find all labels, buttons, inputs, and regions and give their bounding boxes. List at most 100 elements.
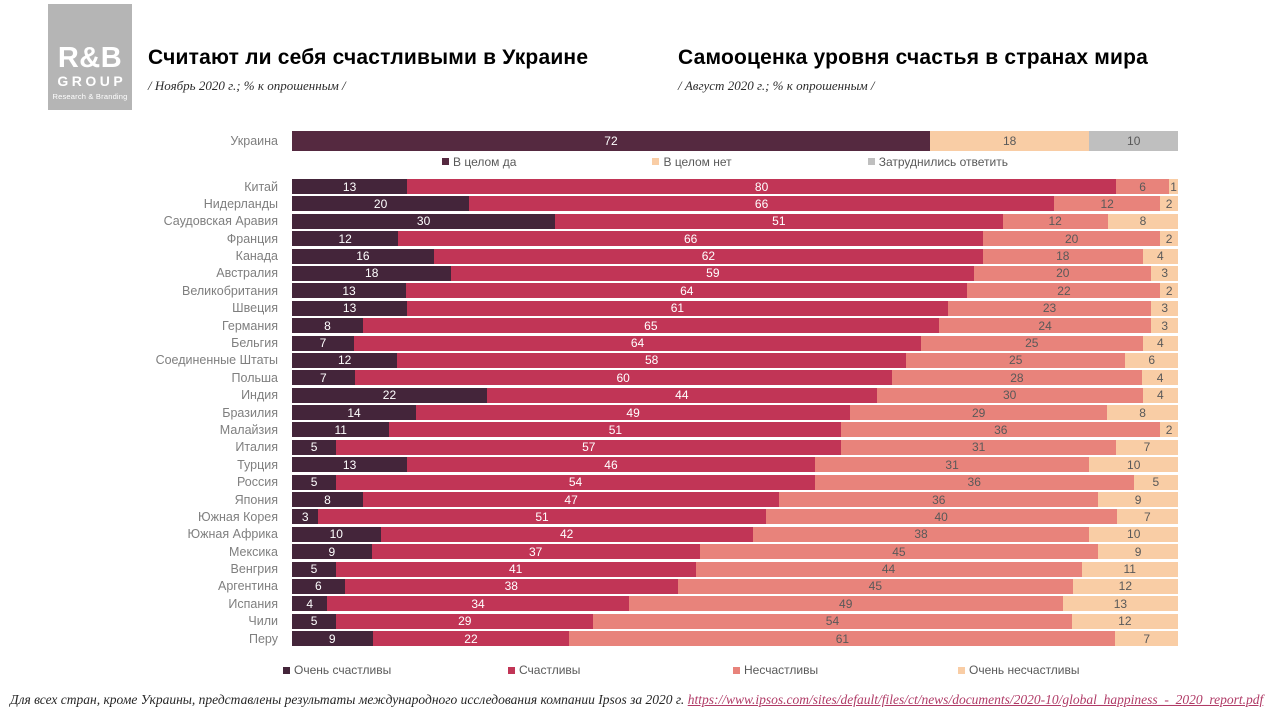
- country-label: Южная Корея: [198, 509, 278, 524]
- segment-value: 7: [1143, 440, 1151, 455]
- country-row: Индия 22 44 30 4: [0, 387, 1280, 403]
- bar-segment-Очень несчастливы: 2: [1160, 283, 1178, 299]
- country-label: Малайзия: [219, 422, 278, 437]
- bar-segment-Несчастливы: 30: [876, 387, 1143, 403]
- segment-value: 10: [1127, 527, 1141, 542]
- country-label: Индия: [241, 388, 278, 403]
- bar-segment-Несчастливы: 49: [628, 596, 1063, 612]
- country-row: Испания 4 34 49 13: [0, 596, 1280, 612]
- legend-label: Несчастливы: [744, 663, 819, 677]
- bar-segment-Несчастливы: 20: [974, 265, 1152, 281]
- segment-value: 4: [1156, 370, 1164, 385]
- segment-value: 45: [892, 544, 906, 559]
- bar-segment-Очень несчастливы: 11: [1081, 561, 1178, 577]
- bar-segment-Очень счастливы: 10: [292, 526, 381, 542]
- bar-segment-Очень несчастливы: 9: [1098, 544, 1178, 560]
- country-row: Великобритания 13 64 22 2: [0, 283, 1280, 299]
- ipsos-report-link[interactable]: https://www.ipsos.com/sites/default/file…: [687, 692, 1264, 707]
- logo-text-research-branding: Research & Branding: [52, 92, 128, 101]
- bar-segment-Счастливы: 51: [389, 422, 842, 438]
- country-label: Венгрия: [230, 562, 278, 577]
- bar-segment-Очень несчастливы: 3: [1151, 265, 1178, 281]
- country-row: Малайзия 11 51 36 2: [0, 422, 1280, 438]
- bar-segment-Счастливы: 22: [372, 631, 570, 647]
- country-label: Польша: [231, 370, 278, 385]
- bar-segment-Очень счастливы: 6: [292, 578, 345, 594]
- bar-segment-Несчастливы: 28: [891, 370, 1143, 386]
- segment-value: 36: [994, 422, 1008, 437]
- country-label: Испания: [228, 596, 278, 611]
- bar-segment-Счастливы: 46: [407, 457, 815, 473]
- country-row: Венгрия 5 41 44 11: [0, 561, 1280, 577]
- legend-item: В целом нет: [652, 155, 732, 169]
- segment-value: 12: [337, 353, 352, 368]
- bar-segment-Очень несчастливы: 3: [1151, 318, 1178, 334]
- country-bar: 12 58 25 6: [292, 352, 1179, 368]
- ukraine-legend: В целом да В целом нет Затруднились ответи…: [292, 154, 1178, 169]
- bar-segment-Очень счастливы: 7: [292, 335, 355, 351]
- segment-value: 72: [604, 134, 618, 148]
- legend-marker-icon: [867, 158, 875, 165]
- segment-value: 10: [329, 527, 343, 542]
- bar-segment-Счастливы: 51: [318, 509, 766, 525]
- bar-segment-Счастливы: 44: [486, 387, 877, 403]
- bar-segment-Счастливы: 29: [336, 613, 594, 629]
- legend-item: Очень счастливы: [283, 663, 508, 677]
- segment-value: 10: [1127, 134, 1141, 148]
- segment-value: 13: [1113, 596, 1128, 611]
- legend-item: В целом да: [442, 155, 516, 169]
- segment-value: 2: [1165, 231, 1173, 246]
- ukraine-row: Украина 72 18 10: [0, 131, 1280, 151]
- country-bar: 13 61 23 3: [292, 300, 1178, 316]
- segment-value: 36: [967, 475, 981, 490]
- legend-label: В целом да: [453, 154, 517, 169]
- segment-value: 13: [342, 457, 357, 472]
- country-label: Япония: [234, 492, 278, 507]
- country-bar: 18 59 20 3: [292, 265, 1178, 281]
- country-bar: 16 62 18 4: [292, 248, 1178, 264]
- segment-value: 51: [535, 509, 549, 524]
- segment-value: 23: [1042, 301, 1057, 316]
- segment-value: 5: [310, 614, 318, 629]
- country-row: Аргентина 6 38 45 12: [0, 578, 1280, 594]
- bar-segment-Очень несчастливы: 2: [1160, 196, 1178, 212]
- segment-value: 12: [1118, 579, 1133, 594]
- segment-value: 38: [504, 579, 518, 594]
- segment-value: 16: [356, 249, 370, 264]
- bar-segment-Несчастливы: 22: [967, 283, 1161, 299]
- happiness-chart: Украина 72 18 10 В целом да В целом нет Затр…: [0, 131, 1280, 649]
- bar-segment-Очень счастливы: 16: [292, 248, 434, 264]
- segment-value: 3: [1161, 301, 1169, 316]
- bar-segment-Счастливы: 41: [335, 561, 696, 577]
- bar-segment-Очень счастливы: 8: [292, 492, 363, 508]
- segment-value: 38: [914, 527, 928, 542]
- bar-segment-Несчастливы: 12: [1053, 196, 1161, 212]
- country-label: Франция: [226, 231, 278, 246]
- country-label: Соединенные Штаты: [155, 353, 278, 368]
- bar-segment-В целом да: 72: [292, 131, 930, 151]
- segment-value: 24: [1038, 318, 1052, 333]
- country-bar: 9 22 61 7: [292, 631, 1178, 647]
- country-row: Канада 16 62 18 4: [0, 248, 1280, 264]
- country-row: Турция 13 46 31 10: [0, 457, 1280, 473]
- segment-value: 4: [1156, 336, 1164, 351]
- country-bar: 11 51 36 2: [292, 422, 1178, 438]
- bar-segment-Очень несчастливы: 12: [1072, 578, 1178, 594]
- segment-value: 34: [471, 596, 485, 611]
- country-bar: 6 38 45 12: [292, 578, 1178, 594]
- country-row: Россия 5 54 36 5: [0, 474, 1280, 490]
- bar-segment-Несчастливы: 24: [938, 318, 1152, 334]
- country-label: Турция: [237, 457, 278, 472]
- bar-segment-Несчастливы: 36: [814, 474, 1134, 490]
- bar-segment-Счастливы: 62: [433, 248, 984, 264]
- segment-value: 64: [680, 283, 694, 298]
- bar-segment-Несчастливы: 36: [779, 492, 1099, 508]
- segment-value: 57: [582, 440, 596, 455]
- bar-segment-Очень счастливы: 14: [292, 405, 417, 421]
- bar-segment-Счастливы: 60: [354, 370, 892, 386]
- bar-segment-Очень несчастливы: 2: [1160, 231, 1178, 247]
- bar-segment-Счастливы: 61: [407, 300, 948, 316]
- footer-note: Для всех стран, кроме Украины, представл…: [10, 692, 1263, 708]
- segment-value: 12: [1048, 214, 1062, 229]
- segment-value: 49: [839, 596, 853, 611]
